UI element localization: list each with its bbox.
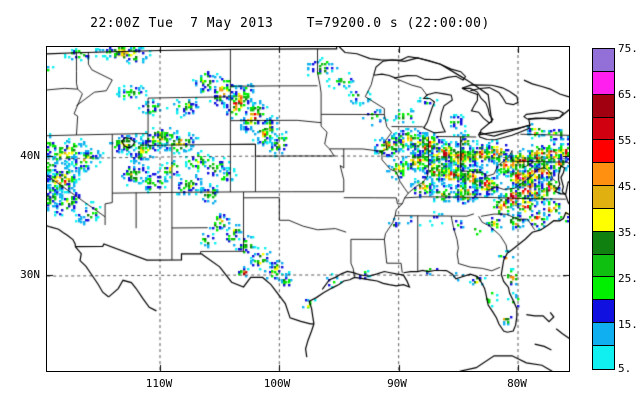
colorbar-band-30 [593,254,614,278]
colorbar-band-75 [593,49,614,72]
colorbar-tick-65: 65. [618,88,638,101]
colorbar-tick-45: 45. [618,180,638,193]
radar-reflectivity-canvas [47,47,569,371]
colorbar-band-45 [593,186,614,209]
colorbar-band-25 [593,277,614,301]
colorbar-band-65 [593,94,614,118]
figure-title: 22:00Z Tue 7 May 2013 T=79200.0 s (22:00… [90,16,490,31]
colorbar-band-40 [593,208,614,232]
colorbar-tick-55: 55. [618,134,638,147]
colorbar-tick-5: 5. [618,362,632,375]
colorbar-band-55 [593,140,614,164]
colorbar-tick-75: 75. [618,42,638,55]
axis-label-lat-40n: 40N [20,149,40,162]
colorbar-band-70 [593,71,614,95]
axis-label-lon-90w: 90W [387,377,407,390]
axis-label-lat-30n: 30N [20,268,40,281]
colorbar-band-35 [593,231,614,255]
colorbar-band-5 [593,345,614,369]
colorbar-tick-35: 35. [618,226,638,239]
axis-label-lon-80w: 80W [507,377,527,390]
colorbar-tick-15: 15. [618,318,638,331]
colorbar-band-20 [593,300,614,324]
colorbar-band-50 [593,163,614,187]
reflectivity-colorbar [592,48,615,370]
axis-label-lon-110w: 110W [145,377,173,390]
colorbar-tick-25: 25. [618,272,638,285]
colorbar-band-15 [593,323,614,346]
axis-label-lon-100w: 100W [263,377,291,390]
colorbar-band-60 [593,117,614,141]
map-plot-area [46,46,570,372]
